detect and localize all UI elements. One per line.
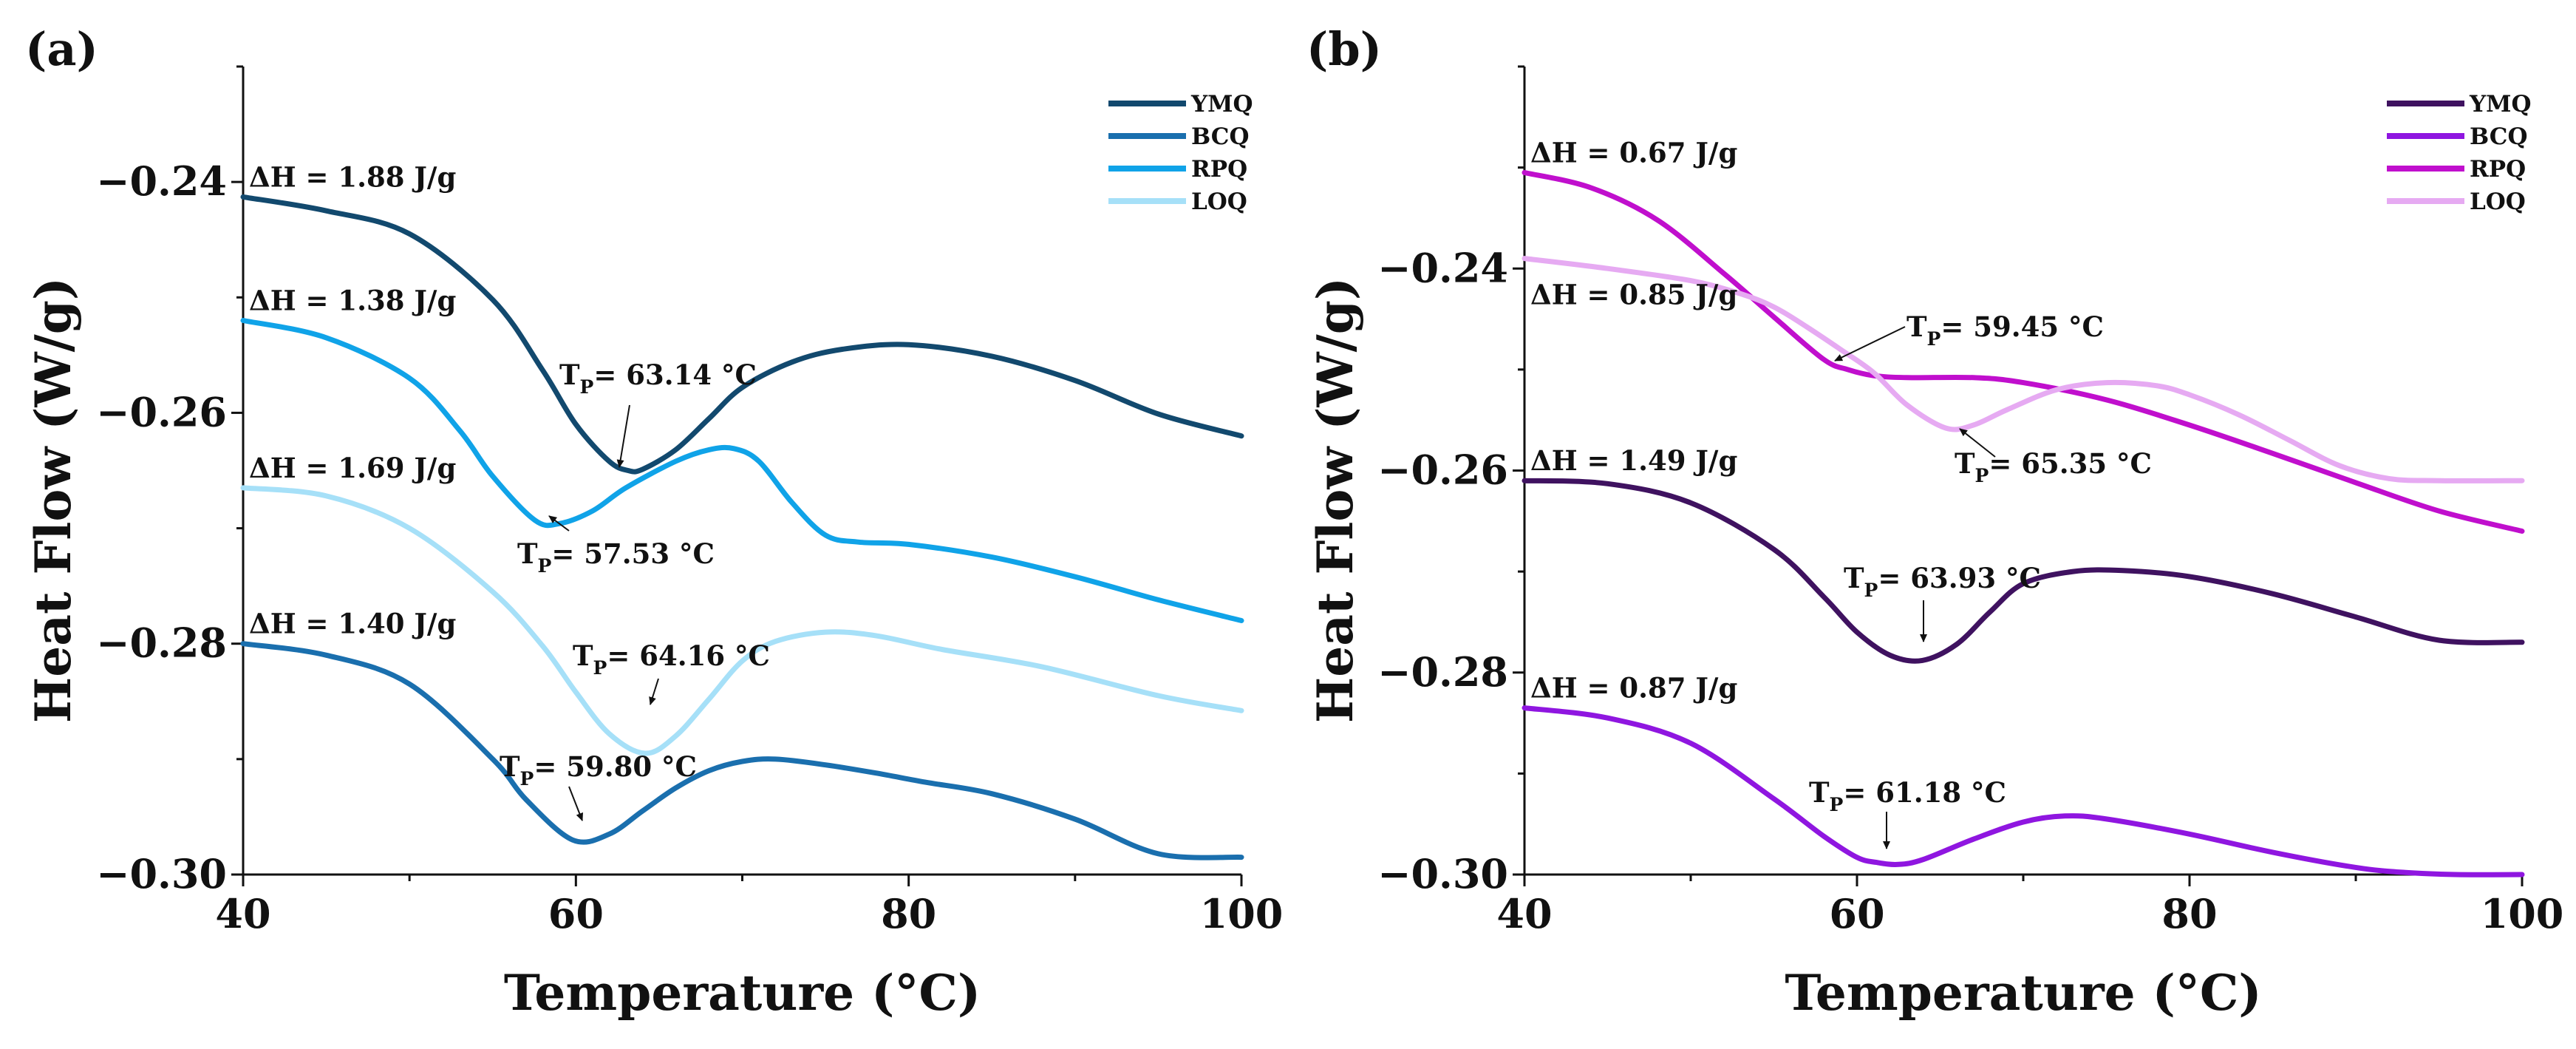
- y-tick-label: −0.24: [96, 157, 227, 205]
- y-tick-label: −0.26: [1377, 447, 1508, 494]
- y-axis-title: Heat Flow (W/g): [1306, 277, 1364, 723]
- x-tick-label: 40: [1496, 890, 1552, 937]
- legend-label-ymq: YMQ: [1190, 91, 1253, 118]
- peak-temperature-label: TP= 63.93 °C: [1844, 562, 2041, 601]
- peak-temperature-label: TP= 61.18 °C: [1809, 776, 2006, 815]
- series-line-ymq: [240, 194, 1244, 475]
- x-tick-label: 80: [2161, 890, 2217, 937]
- x-axis-title: Temperature (°C): [504, 964, 981, 1022]
- legend-label-loq: LOQ: [1191, 189, 1247, 215]
- peak-arrow: [548, 515, 570, 532]
- x-tick-label: 40: [215, 890, 270, 937]
- enthalpy-annotation: ΔH = 1.40 J/g: [249, 608, 456, 640]
- peak-arrow: [1959, 428, 1996, 458]
- y-axis-title: Heat Flow (W/g): [24, 277, 82, 723]
- series-line-rpq: [240, 318, 1244, 623]
- peak-temperature-label: TP= 63.14 °C: [559, 359, 757, 398]
- x-tick-label: 80: [881, 890, 936, 937]
- x-tick-label: 100: [1200, 890, 1284, 937]
- peak-temperature-label: TP= 59.80 °C: [500, 750, 697, 790]
- y-tick-label: −0.24: [1377, 244, 1508, 291]
- legend-label-bcq: BCQ: [1191, 123, 1249, 150]
- series-line-ymq: [1522, 478, 2525, 664]
- enthalpy-annotation: ΔH = 1.49 J/g: [1530, 444, 1737, 477]
- peak-temperature-label: TP= 59.45 °C: [1907, 310, 2104, 350]
- y-tick-label: −0.30: [1377, 850, 1508, 897]
- series-line-rpq: [1522, 170, 2525, 534]
- peak-temperature-label: TP= 64.16 °C: [573, 639, 770, 679]
- y-tick-label: −0.26: [96, 388, 227, 435]
- legend-label-bcq: BCQ: [2470, 123, 2527, 150]
- series-line-loq: [240, 485, 1244, 756]
- x-tick-label: 100: [2481, 890, 2564, 937]
- series-line-loq: [1522, 256, 2525, 483]
- peak-arrow: [616, 404, 630, 468]
- legend-label-rpq: RPQ: [1191, 156, 1247, 183]
- enthalpy-annotation: ΔH = 1.69 J/g: [249, 452, 456, 484]
- enthalpy-annotation: ΔH = 0.67 J/g: [1530, 136, 1737, 169]
- peak-arrow: [649, 678, 659, 705]
- panel-b-chart: (b) 40 60 80 100 −0.30 −0.28 −0.26 −0.24 Temperat…: [1306, 22, 2563, 1022]
- y-tick-label: −0.30: [96, 850, 227, 897]
- peak-temperature-label: TP= 57.53 °C: [517, 537, 715, 577]
- y-tick-label: −0.28: [96, 619, 227, 667]
- x-tick-label: 60: [548, 890, 604, 937]
- peak-arrow: [568, 786, 584, 821]
- panel-label: (a): [25, 22, 98, 76]
- enthalpy-annotation: ΔH = 1.38 J/g: [249, 285, 456, 317]
- series-line-bcq: [1522, 705, 2525, 877]
- series-line-bcq: [240, 641, 1244, 860]
- peak-temperature-label: TP= 65.35 °C: [1955, 447, 2152, 486]
- enthalpy-annotation: ΔH = 0.87 J/g: [1530, 672, 1737, 705]
- peak-arrow: [1834, 326, 1906, 361]
- panel-a-chart: (a) 40 60 80 100 −0.30 −0.28 −0.26 −0.24 Temperat…: [24, 22, 1283, 1022]
- enthalpy-annotation: ΔH = 1.88 J/g: [249, 160, 456, 193]
- legend-label-rpq: RPQ: [2470, 156, 2526, 183]
- legend-label-ymq: YMQ: [2469, 91, 2531, 118]
- y-tick-label: −0.28: [1377, 648, 1508, 696]
- legend-label-loq: LOQ: [2470, 189, 2526, 215]
- x-axis-title: Temperature (°C): [1785, 964, 2261, 1022]
- panel-label: (b): [1306, 22, 1382, 76]
- x-tick-label: 60: [1829, 890, 1884, 937]
- enthalpy-annotation: ΔH = 0.85 J/g: [1530, 279, 1737, 311]
